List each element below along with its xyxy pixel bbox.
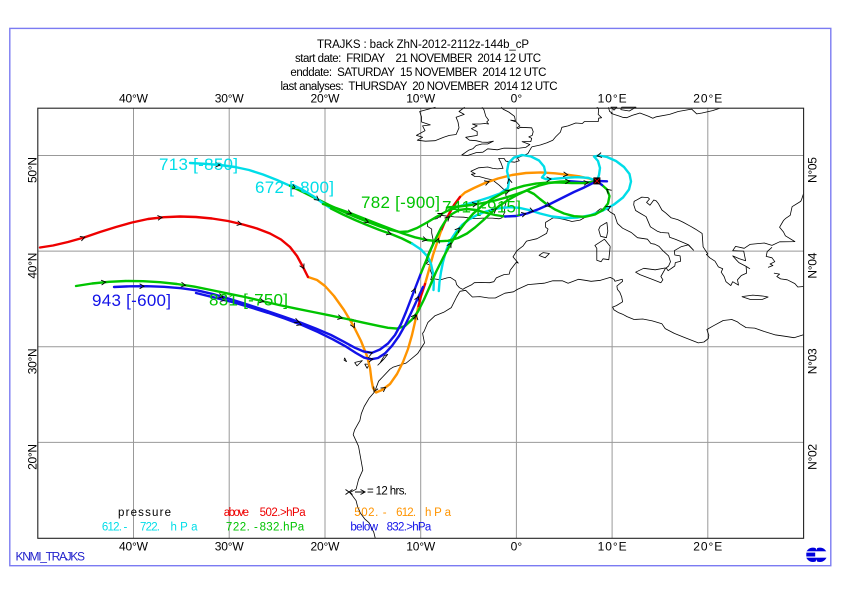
svg-text:10°E: 10°E	[598, 539, 627, 553]
svg-text:30°W: 30°W	[215, 539, 245, 553]
svg-text:TRAJKS : back ZhN-2012-2112z-1: TRAJKS : back ZhN-2012-2112z-144b_cP	[317, 39, 529, 51]
svg-text:20°N: 20°N	[25, 444, 39, 470]
svg-text:KNMI_TRAJKS: KNMI_TRAJKS	[16, 549, 86, 563]
svg-text:pressure: pressure	[118, 507, 171, 519]
svg-text:672 [-800]: 672 [-800]	[255, 178, 334, 197]
svg-text:above: above	[224, 507, 249, 519]
svg-text:831 [-750]: 831 [-750]	[209, 291, 288, 310]
svg-text:943 [-600]: 943 [-600]	[92, 291, 171, 310]
svg-text:722. -: 722. -	[226, 522, 258, 534]
svg-text:612.: 612.	[396, 507, 416, 519]
svg-text:N°02: N°02	[806, 444, 820, 470]
svg-text:hPa: hPa	[425, 507, 452, 519]
svg-text:10°W: 10°W	[406, 539, 436, 553]
svg-text:612. -: 612. -	[102, 522, 128, 534]
svg-text:40°W: 40°W	[119, 92, 149, 106]
svg-text:N°04: N°04	[806, 252, 820, 278]
svg-text:last analyses: THURSDAY 20 N: last analyses: THURSDAY 20 NOVEMBER 2014…	[281, 81, 558, 93]
svg-text:30°N: 30°N	[25, 348, 39, 374]
svg-text:start date: FRIDAY 21 NOVE: start date: FRIDAY 21 NOVEMBER 2014 12 U…	[295, 53, 541, 65]
svg-text:832.hPa: 832.hPa	[260, 522, 305, 534]
svg-text:0°: 0°	[511, 92, 523, 106]
svg-text:20°W: 20°W	[311, 539, 341, 553]
svg-text:782 [-900]: 782 [-900]	[361, 193, 440, 212]
svg-text:below: below	[350, 522, 378, 534]
svg-text:502. -: 502. -	[354, 507, 387, 519]
svg-text:enddate: SATURDAY 15 NOVEMBE: enddate: SATURDAY 15 NOVEMBER 2014 12 UT…	[290, 67, 546, 79]
svg-text:N°05: N°05	[806, 157, 820, 183]
svg-text:N°03: N°03	[806, 348, 820, 374]
svg-text:502.>hPa: 502.>hPa	[260, 507, 307, 519]
svg-text:741 [-915]: 741 [-915]	[442, 198, 521, 217]
svg-text:0°: 0°	[511, 539, 523, 553]
svg-text:= 12 hrs.: = 12 hrs.	[367, 486, 407, 498]
svg-text:10°E: 10°E	[598, 92, 627, 106]
svg-text:832.>hPa: 832.>hPa	[387, 522, 432, 534]
svg-text:50°N: 50°N	[25, 157, 39, 183]
svg-text:722.: 722.	[140, 522, 160, 534]
svg-text:30°W: 30°W	[215, 92, 245, 106]
svg-text:40°W: 40°W	[119, 539, 149, 553]
svg-text:20°E: 20°E	[693, 539, 722, 553]
svg-text:713 [-850]: 713 [-850]	[159, 155, 238, 174]
svg-text:10°W: 10°W	[406, 92, 436, 106]
svg-text:hPa: hPa	[171, 522, 199, 534]
svg-text:40°N: 40°N	[25, 253, 39, 279]
svg-text:20°W: 20°W	[311, 92, 341, 106]
svg-text:20°E: 20°E	[693, 92, 722, 106]
